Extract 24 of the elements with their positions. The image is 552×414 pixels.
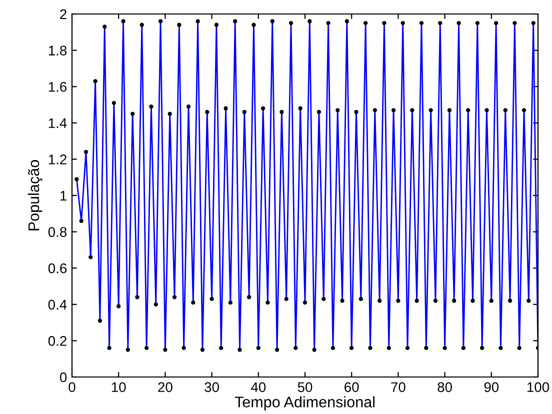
y-tick-label: 0 xyxy=(60,372,67,382)
y-tick-label: 1.2 xyxy=(48,154,66,164)
x-tick-label: 20 xyxy=(158,382,172,392)
x-tick-label: 70 xyxy=(391,382,406,392)
x-tick-label: 0 xyxy=(68,382,76,392)
y-tick-label: 0.6 xyxy=(48,263,67,274)
x-tick-label: 80 xyxy=(438,382,452,392)
x-axis-title: Tempo Adimensional xyxy=(234,396,374,410)
x-tick-label: 30 xyxy=(204,382,219,392)
y-tick-label: 2 xyxy=(60,9,66,20)
y-tick-label: 1 xyxy=(60,190,66,201)
y-axis-title: População xyxy=(28,160,42,230)
y-tick-label: 0.4 xyxy=(48,300,67,310)
x-tick-label: 90 xyxy=(484,382,499,392)
x-tick-label: 100 xyxy=(527,382,550,392)
x-tick-label: 10 xyxy=(112,382,126,392)
y-tick-label: 0.8 xyxy=(48,227,67,237)
y-tick-label: 1.4 xyxy=(48,118,67,128)
y-tick-label: 1.8 xyxy=(48,46,67,56)
y-tick-label: 1.6 xyxy=(48,82,67,92)
y-tick-label: 0.2 xyxy=(48,336,66,346)
x-tick-label: 50 xyxy=(298,382,312,392)
x-tick-label: 40 xyxy=(250,382,266,392)
x-tick-label: 60 xyxy=(344,382,359,392)
